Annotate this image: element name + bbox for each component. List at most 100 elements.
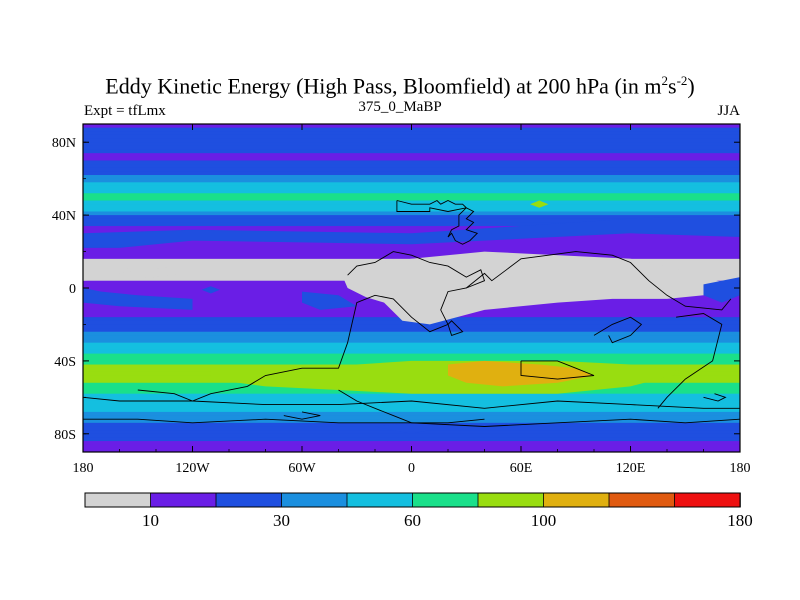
contour-band [83,353,740,358]
contour-band [83,411,740,417]
contour-patch [83,288,193,310]
colorbar-swatch [281,492,348,508]
contour-band [83,357,740,362]
contour-band [83,218,740,223]
x-tick-label: 120E [616,461,646,476]
contour-patch [342,251,740,325]
y-tick-label: 80S [54,428,76,443]
x-tick-label: 60W [288,461,316,476]
contour-band [83,200,740,205]
x-tick-label: 0 [408,461,415,476]
contour-band [83,342,740,347]
contour-band [83,222,740,227]
contour-band [83,247,740,253]
contour-band [83,156,740,162]
contour-band [83,339,740,344]
contour-band [83,244,740,249]
contour-band [83,153,740,158]
coastline [593,316,643,344]
contour-patch [703,277,740,303]
x-tick-label: 180 [730,461,751,476]
coastline [703,393,727,402]
contour-band [83,335,740,340]
contour-band [83,164,740,169]
contour-band [83,211,740,216]
contour-band [83,255,740,260]
x-tick-label: 120W [175,461,210,476]
contour-patch [83,262,147,272]
contour-band [83,207,740,213]
colorbar-label: 100 [531,511,557,530]
contour-band [83,215,740,220]
contour-patch [83,215,740,248]
contour-band [83,433,740,439]
x-tick-label: 60E [510,461,533,476]
contour-band [83,182,740,187]
contour-band [83,134,740,140]
contour-band [83,400,740,406]
contour-band [83,185,740,191]
colorbar: 10 30 60 100 180 [84,492,753,530]
season-label: JJA [717,103,740,119]
contour-band [83,408,740,413]
coastline [520,360,595,380]
colorbar-label: 60 [404,511,421,530]
contour-band [83,193,740,198]
colorbar-swatch [674,492,741,508]
run-label: 375_0_MaBP [358,99,442,115]
contour-band [83,229,740,234]
colorbar-label: 30 [273,511,290,530]
contour-patch [302,291,357,310]
y-tick-label: 40N [52,209,76,224]
coastline [83,396,740,409]
y-tick-label: 80N [52,136,76,151]
contour-band [83,349,740,355]
contour-band [83,178,740,183]
contour-patch [201,286,220,294]
coastlines [83,199,740,427]
coastline [447,320,464,336]
colorbar-label: 10 [142,511,159,530]
contour-band [83,160,740,165]
contour-patch [83,266,211,281]
contour-band [83,393,740,398]
contour-band [83,149,740,154]
contour-band [83,142,740,147]
contour-band [83,419,740,424]
coastline [466,251,732,311]
contour-band [83,324,740,329]
y-tick-label: 40S [54,355,76,370]
contour-band [83,196,740,202]
y-tick-label: 0 [69,282,76,297]
experiment-label: Expt = tfLmx [84,103,166,119]
colorbar-swatch [346,492,414,508]
colorbar-swatch [215,492,283,508]
contour-band [83,331,740,336]
contour-band [83,167,740,172]
coastline [657,313,723,409]
contour-band [83,145,740,151]
contour-band [83,404,740,409]
contour-patch [530,200,549,208]
contour-band [83,251,740,256]
colorbar-swatch [150,492,217,508]
contour-band [83,189,740,194]
contour-band [83,328,740,333]
coastline [338,389,485,424]
contour-band [83,175,740,180]
contour-band [83,397,740,402]
contour-band [83,138,740,143]
x-tick-label: 180 [73,461,94,476]
axis-ticks: 180 120W 60W 0 60E 120E 180 80N 40N 0 40S 80S [52,124,751,476]
contour-band [83,437,740,442]
coastline [396,199,479,245]
contour-band [83,320,740,326]
colorbar-swatch [543,492,610,508]
coastline [83,418,740,427]
coastline [137,251,486,402]
contour-band [83,204,740,209]
colorbar-label: 180 [727,511,753,530]
contour-band [83,415,740,420]
